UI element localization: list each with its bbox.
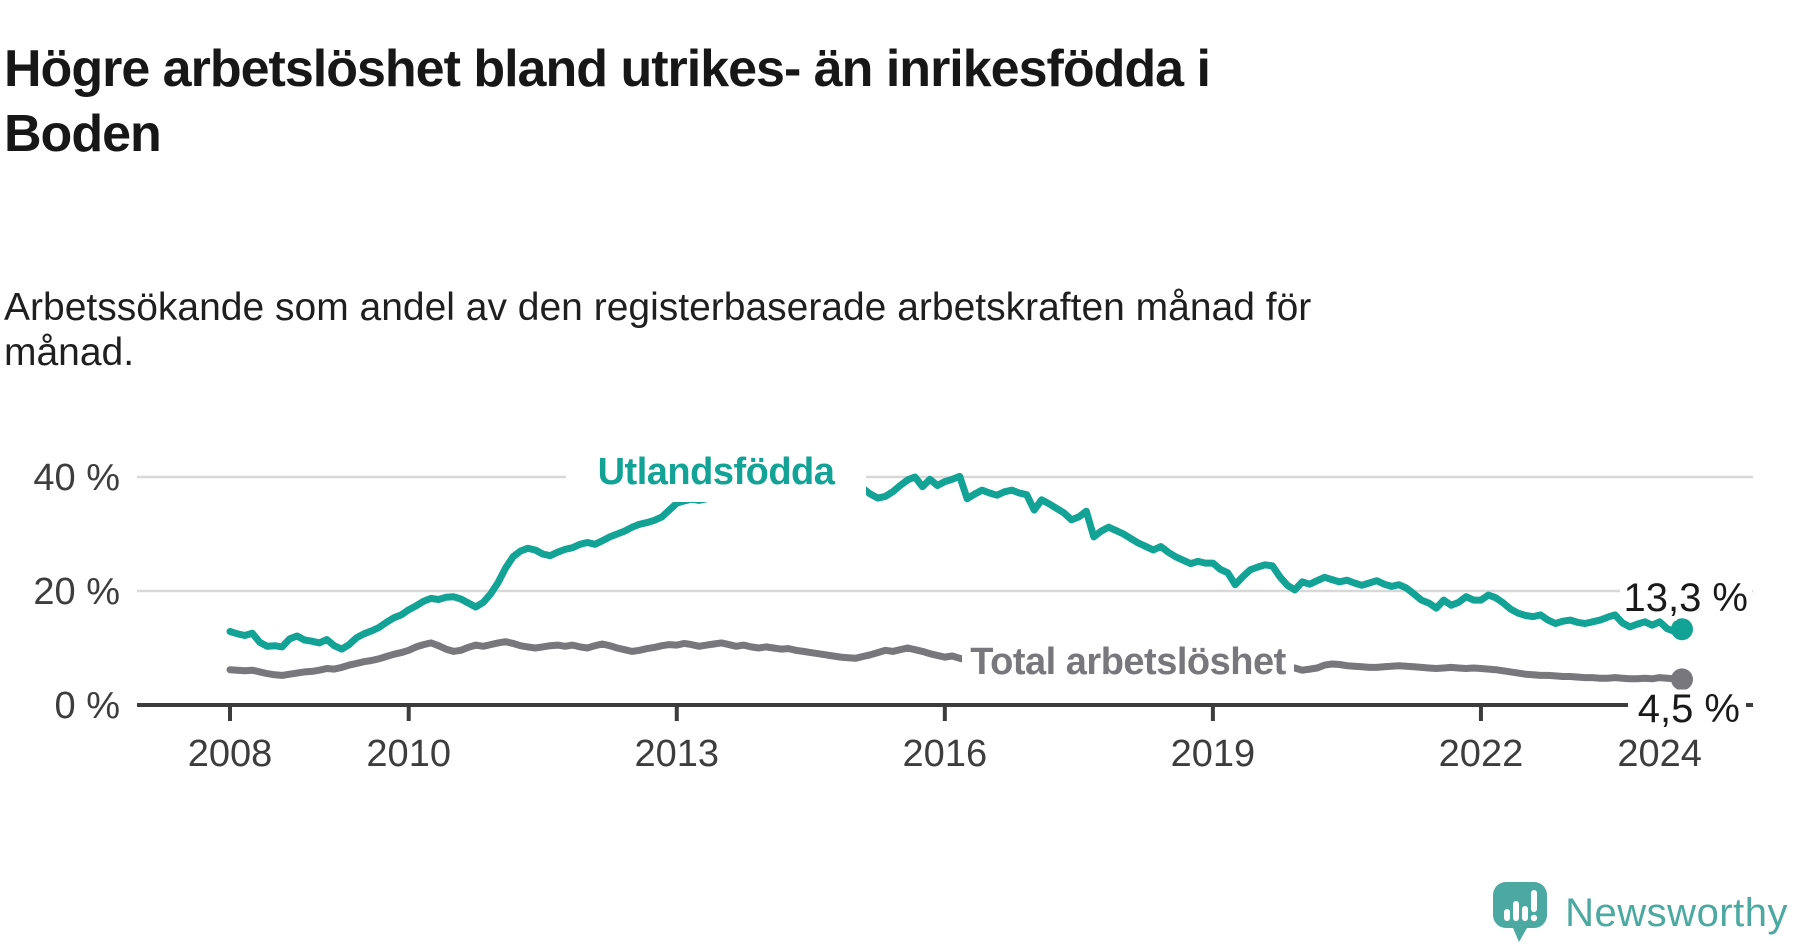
logo-bar-2 xyxy=(1513,901,1520,921)
x-label-2022: 2022 xyxy=(1439,733,1524,775)
total-arbetsloshet-end-dot xyxy=(1671,668,1693,691)
logo-exclamation-dot xyxy=(1530,914,1538,922)
page-title-line-2: Boden xyxy=(4,104,162,163)
utlandsfodda-label-mask xyxy=(566,445,866,502)
newsworthy-logo: Newsworthy xyxy=(1493,882,1788,944)
utlandsfodda-label: Utlandsfödda xyxy=(598,451,836,493)
utlandsfodda-end-dot xyxy=(1671,618,1693,641)
x-label-2013: 2013 xyxy=(634,733,719,775)
chart-subtitle: Arbetssökande som andel av den registerb… xyxy=(4,285,1311,375)
x-label-2019: 2019 xyxy=(1171,733,1256,775)
total-arbetsloshet-end-label-mask xyxy=(1628,690,1746,727)
x-label-2008: 2008 xyxy=(188,733,273,775)
speech-bubble-shape xyxy=(1493,882,1548,942)
logo-bar-1 xyxy=(1504,909,1511,921)
newsworthy-logo-icon xyxy=(1493,882,1548,942)
x-label-2010: 2010 xyxy=(366,733,451,775)
total-arbetsloshet-label-mask xyxy=(962,640,1294,682)
x-label-2016: 2016 xyxy=(903,733,988,775)
utlandsfodda-line xyxy=(226,472,1686,653)
x-label-2024: 2024 xyxy=(1617,733,1702,775)
newsworthy-logo-text: Newsworthy xyxy=(1565,890,1788,935)
utlandsfodda-end-label: 13,3 % xyxy=(1623,576,1748,620)
y-label-20pct: 20 % xyxy=(33,571,120,613)
page-title: Högre arbetslöshet bland utrikes- än inr… xyxy=(4,37,1211,167)
y-label-40pct: 40 % xyxy=(33,457,120,499)
logo-exclamation-stem xyxy=(1531,890,1538,912)
chart-subtitle-line-1: Arbetssökande som andel av den registerb… xyxy=(4,286,1312,329)
logo-bar-3 xyxy=(1522,906,1529,921)
total-arbetsloshet-line xyxy=(226,638,1686,683)
total-arbetsloshet-end-label: 4,5 % xyxy=(1638,687,1740,731)
chart-subtitle-line-2: månad. xyxy=(4,331,135,374)
total-arbetsloshet-label: Total arbetslöshet xyxy=(970,641,1286,683)
y-label-0pct: 0 % xyxy=(55,685,120,727)
utlandsfodda-end-label-mask xyxy=(1620,578,1752,616)
page-title-line-1: Högre arbetslöshet bland utrikes- än inr… xyxy=(4,39,1211,98)
